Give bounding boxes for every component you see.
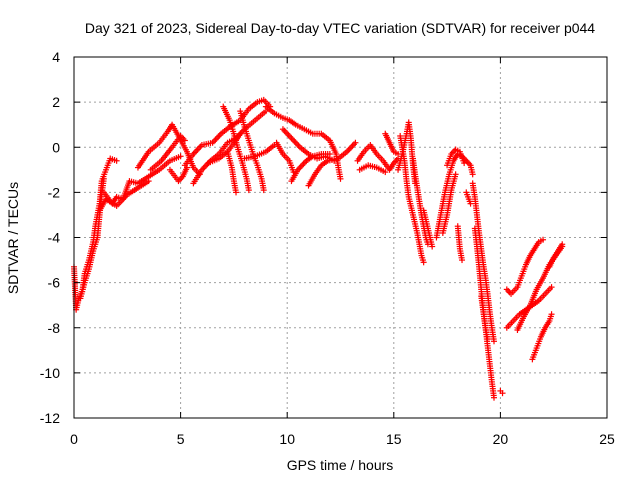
data-point [459, 257, 466, 264]
y-tick-label: -8 [48, 320, 61, 336]
data-point [499, 390, 506, 397]
x-tick-label: 15 [386, 431, 402, 447]
x-axis-title: GPS time / hours [287, 457, 394, 473]
data-point [382, 169, 389, 176]
data-point [245, 187, 252, 194]
y-tick-label: -6 [48, 275, 61, 291]
data-point [491, 394, 498, 401]
data-point [452, 171, 459, 178]
data-points [71, 96, 566, 401]
y-tick-label: 2 [52, 94, 60, 110]
y-tick-label: -4 [48, 230, 61, 246]
data-point [467, 200, 474, 207]
data-point [540, 236, 547, 243]
data-point [145, 178, 152, 185]
data-point [337, 175, 344, 182]
data-point [420, 259, 427, 266]
grid-lines [74, 57, 607, 418]
data-point [491, 338, 498, 345]
x-tick-label: 0 [70, 431, 78, 447]
y-tick-label: -2 [48, 184, 61, 200]
axis-ticks [73, 56, 608, 419]
data-point [469, 171, 476, 178]
y-tick-label: 0 [52, 139, 60, 155]
x-tick-label: 5 [177, 431, 185, 447]
data-point [461, 160, 468, 167]
data-point [100, 175, 107, 182]
y-axis-title: SDTVAR / TECUs [5, 182, 21, 294]
y-tick-label: -10 [40, 365, 60, 381]
data-point [233, 189, 240, 196]
x-tick-label: 20 [493, 431, 509, 447]
data-point [181, 137, 188, 144]
data-point [113, 157, 120, 164]
x-tick-label: 10 [279, 431, 295, 447]
data-point [559, 241, 566, 248]
data-point [237, 130, 244, 137]
data-point [484, 336, 491, 343]
data-point [326, 151, 333, 158]
data-point [177, 153, 184, 160]
data-point [260, 187, 267, 194]
y-tick-label: 4 [52, 49, 60, 65]
data-point [429, 243, 436, 250]
x-tick-labels: 0 5 10 15 20 25 [70, 431, 615, 447]
data-point [548, 284, 555, 291]
data-point [352, 139, 359, 146]
y-tick-labels: -12 -10 -8 -6 -4 -2 0 2 4 [40, 49, 60, 426]
x-tick-label: 25 [599, 431, 615, 447]
chart-title: Day 321 of 2023, Sidereal Day-to-day VTE… [85, 20, 595, 36]
y-tick-label: -12 [40, 410, 60, 426]
data-point [548, 311, 555, 318]
